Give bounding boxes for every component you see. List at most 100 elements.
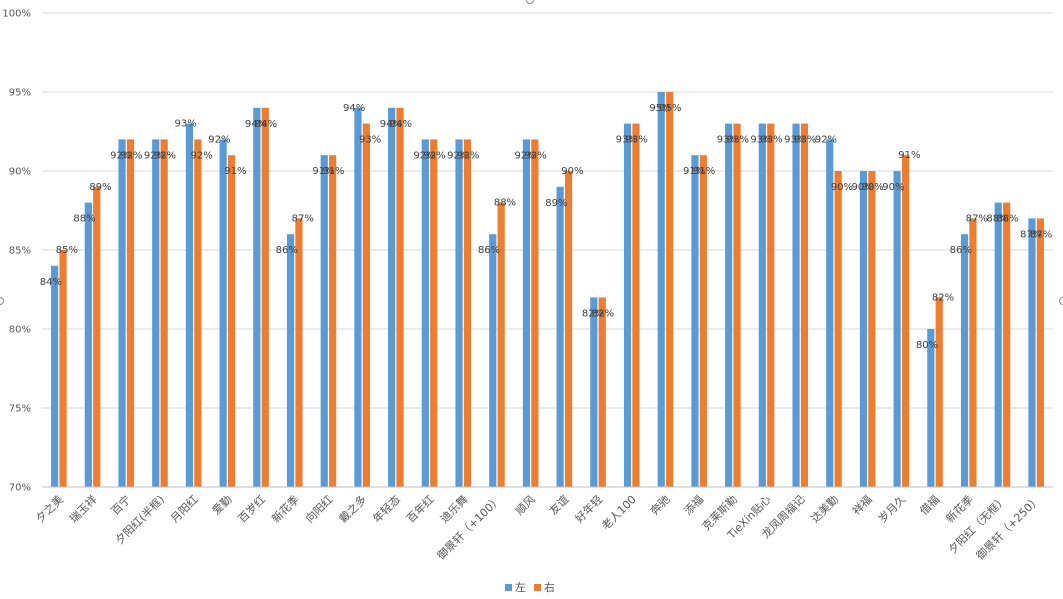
bar-right[interactable] xyxy=(362,123,370,487)
bar-left[interactable] xyxy=(792,123,800,487)
bar-right[interactable] xyxy=(632,123,640,487)
bar-left[interactable] xyxy=(388,107,396,488)
bar-left[interactable] xyxy=(590,297,598,487)
bar-right[interactable] xyxy=(1003,202,1011,487)
y-tick-label: 95% xyxy=(9,88,31,99)
bar-right[interactable] xyxy=(463,139,472,487)
bar-left[interactable] xyxy=(657,92,665,487)
x-category-label: 顺风 xyxy=(513,493,538,518)
bar-left[interactable] xyxy=(758,123,766,487)
bar-left[interactable] xyxy=(556,186,564,488)
bar-right[interactable] xyxy=(598,297,606,487)
data-label-left: 92% xyxy=(447,150,469,161)
data-label-right: 92% xyxy=(154,150,176,161)
x-category-label: 岁月久 xyxy=(875,492,908,525)
bar-right[interactable] xyxy=(497,202,505,487)
bar-right[interactable] xyxy=(699,155,707,487)
bar-right[interactable] xyxy=(531,139,539,487)
bar-left[interactable] xyxy=(859,171,868,487)
data-label-right: 91% xyxy=(224,166,246,177)
bar-right[interactable] xyxy=(868,171,876,487)
bar-right[interactable] xyxy=(329,155,337,487)
bar-left[interactable] xyxy=(725,123,733,487)
bar-right[interactable] xyxy=(160,139,168,487)
bar-left[interactable] xyxy=(354,107,362,488)
bar-right[interactable] xyxy=(93,186,101,488)
bar-left[interactable] xyxy=(522,139,531,487)
data-label-left: 91% xyxy=(683,166,705,177)
bar-right[interactable] xyxy=(564,171,573,487)
x-category-label: 爱勤 xyxy=(210,493,235,518)
data-label-right: 88% xyxy=(494,198,516,209)
bar-right[interactable] xyxy=(1036,218,1044,487)
data-label-right: 94% xyxy=(390,119,412,130)
data-label-right: 92% xyxy=(120,150,142,161)
x-category-label: 戴之多 xyxy=(336,492,369,525)
data-label-right: 95% xyxy=(659,103,681,114)
bar-right[interactable] xyxy=(834,171,842,487)
bar-right[interactable] xyxy=(194,139,202,487)
x-category-label: 瑞玉祥 xyxy=(66,492,99,525)
bar-left[interactable] xyxy=(421,139,429,487)
data-label-left: 92% xyxy=(515,150,537,161)
x-category-label: 年轻态 xyxy=(370,492,403,525)
data-label-right: 93% xyxy=(760,135,782,146)
bar-left[interactable] xyxy=(84,202,92,487)
bar-right[interactable] xyxy=(430,139,438,487)
bar-right[interactable] xyxy=(227,155,236,487)
bar-left[interactable] xyxy=(185,123,194,487)
bar-left[interactable] xyxy=(51,265,59,487)
bar-right[interactable] xyxy=(969,218,977,487)
bar-right[interactable] xyxy=(396,107,404,488)
data-label-right: 92% xyxy=(191,150,213,161)
bar-left[interactable] xyxy=(893,171,901,487)
data-label-left: 86% xyxy=(478,245,500,256)
data-label-left: 84% xyxy=(40,277,62,288)
bar-right[interactable] xyxy=(767,123,775,487)
bar-right[interactable] xyxy=(935,297,943,487)
data-label-left: 92% xyxy=(815,134,837,145)
data-label-right: 87% xyxy=(966,213,988,224)
bar-left[interactable] xyxy=(219,139,227,487)
bar-right[interactable] xyxy=(261,107,269,488)
data-label-left: 91% xyxy=(312,166,334,177)
data-label-right: 90% xyxy=(561,166,583,177)
x-category-label: 新花季 xyxy=(943,492,976,525)
legend-label-right: 右 xyxy=(544,581,555,594)
bar-right[interactable] xyxy=(901,155,910,487)
bar-left[interactable] xyxy=(994,202,1002,487)
bar-left[interactable] xyxy=(489,234,497,487)
x-category-label: 达美勤 xyxy=(809,493,842,526)
data-labels-layer: 84%85%88%89%92%92% 92%92%93%92%92%91%94%9… xyxy=(40,103,1053,351)
data-label-right: 92% xyxy=(525,150,547,161)
bar-right[interactable] xyxy=(59,250,67,487)
bar-left[interactable] xyxy=(152,139,160,487)
data-label-right: 93% xyxy=(794,135,816,146)
bar-right[interactable] xyxy=(733,123,741,487)
data-label-left: 93% xyxy=(616,135,638,146)
bar-left[interactable] xyxy=(455,139,463,487)
bar-left[interactable] xyxy=(253,107,261,488)
bars-layer xyxy=(51,92,1044,488)
bar-left[interactable] xyxy=(691,155,699,487)
chart-resize-handle-right[interactable] xyxy=(1059,297,1063,305)
bar-left[interactable] xyxy=(927,329,935,487)
legend-item-right: 右 xyxy=(534,579,555,595)
y-tick-label: 85% xyxy=(9,246,31,257)
bar-left[interactable] xyxy=(118,139,126,487)
data-label-right: 91% xyxy=(898,150,920,161)
bar-left[interactable] xyxy=(286,234,295,487)
data-label-left: 94% xyxy=(380,119,402,130)
bar-left[interactable] xyxy=(623,123,632,487)
bar-left[interactable] xyxy=(826,139,834,487)
bar-right[interactable] xyxy=(295,218,303,487)
bar-left[interactable] xyxy=(960,234,969,487)
data-label-right: 87% xyxy=(292,213,314,224)
bar-right[interactable] xyxy=(126,139,135,487)
bar-right[interactable] xyxy=(666,92,674,487)
y-tick-label: 90% xyxy=(9,167,31,178)
bar-right[interactable] xyxy=(800,123,809,487)
data-label-right: 91% xyxy=(693,166,715,177)
bar-left[interactable] xyxy=(320,155,328,487)
bar-left[interactable] xyxy=(1028,218,1036,487)
